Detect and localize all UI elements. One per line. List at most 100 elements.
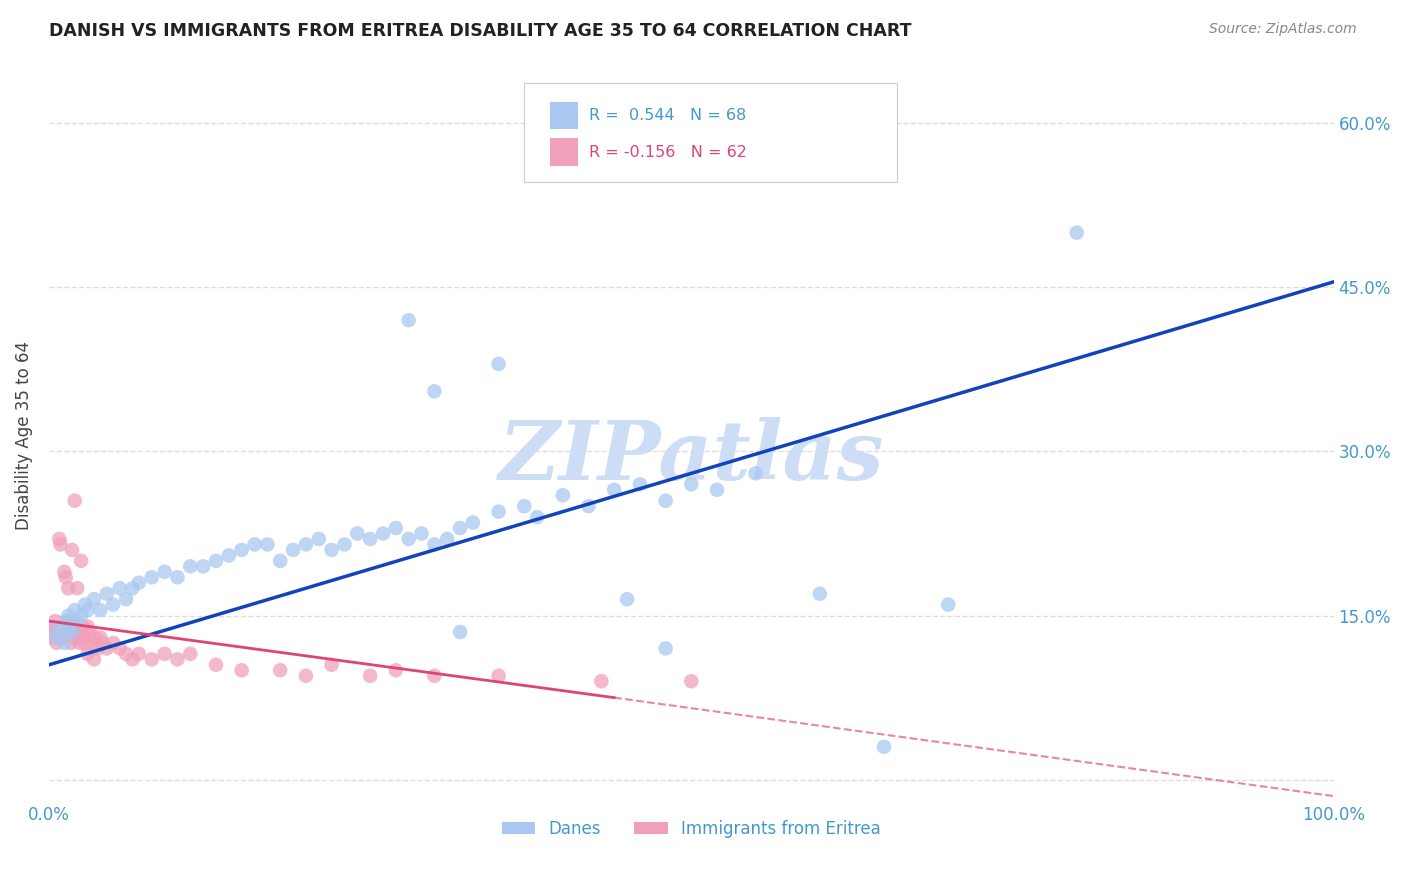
Legend: Danes, Immigrants from Eritrea: Danes, Immigrants from Eritrea xyxy=(495,814,887,845)
Point xyxy=(103,598,125,612)
Point xyxy=(385,663,408,677)
Point xyxy=(346,526,368,541)
Point xyxy=(89,603,111,617)
Point xyxy=(96,587,118,601)
Point xyxy=(603,483,626,497)
Point xyxy=(76,647,98,661)
Point xyxy=(166,652,188,666)
Point xyxy=(56,614,79,628)
Point xyxy=(87,641,110,656)
Point xyxy=(256,537,278,551)
Text: Source: ZipAtlas.com: Source: ZipAtlas.com xyxy=(1209,22,1357,37)
Point xyxy=(115,647,138,661)
Point xyxy=(488,669,510,683)
Point xyxy=(70,554,93,568)
Point xyxy=(91,636,114,650)
Point xyxy=(115,592,138,607)
Point xyxy=(76,619,98,633)
Point xyxy=(423,669,446,683)
Point xyxy=(70,608,93,623)
Point xyxy=(48,532,70,546)
Point xyxy=(321,657,343,672)
Point xyxy=(449,625,471,640)
Point xyxy=(333,537,356,551)
Point xyxy=(179,559,201,574)
Point xyxy=(63,603,86,617)
Point xyxy=(873,739,896,754)
Point xyxy=(69,636,91,650)
Point xyxy=(191,559,214,574)
Point xyxy=(89,631,111,645)
Point xyxy=(295,537,318,551)
Point xyxy=(205,657,228,672)
Point xyxy=(526,510,548,524)
Point xyxy=(44,631,66,645)
Bar xyxy=(550,102,578,129)
Point xyxy=(56,614,79,628)
Point xyxy=(243,537,266,551)
Point xyxy=(73,636,96,650)
Point xyxy=(513,499,536,513)
Point xyxy=(82,636,104,650)
Point xyxy=(423,384,446,399)
Point xyxy=(55,570,77,584)
Point xyxy=(218,549,240,563)
Point xyxy=(58,625,80,640)
Point xyxy=(488,357,510,371)
Point xyxy=(42,619,65,633)
Point xyxy=(58,619,80,633)
Text: ZIPatlas: ZIPatlas xyxy=(499,417,884,497)
Point xyxy=(411,526,433,541)
Point xyxy=(231,663,253,677)
Point xyxy=(436,532,458,546)
Point xyxy=(179,647,201,661)
Point xyxy=(269,554,291,568)
Text: R =  0.544   N = 68: R = 0.544 N = 68 xyxy=(589,108,745,123)
Point xyxy=(79,625,101,640)
Point xyxy=(108,581,131,595)
Point xyxy=(321,543,343,558)
Point xyxy=(66,614,89,628)
Point xyxy=(744,467,766,481)
Point xyxy=(578,499,600,513)
Point xyxy=(73,631,96,645)
Point xyxy=(103,636,125,650)
Text: R = -0.156   N = 62: R = -0.156 N = 62 xyxy=(589,145,747,160)
Point xyxy=(53,565,76,579)
Point xyxy=(205,554,228,568)
Point xyxy=(153,647,176,661)
Point xyxy=(423,537,446,551)
Point xyxy=(60,625,83,640)
Point xyxy=(385,521,408,535)
Point xyxy=(269,663,291,677)
Point xyxy=(62,631,84,645)
Point xyxy=(51,631,73,645)
Point xyxy=(48,619,70,633)
Point xyxy=(84,631,107,645)
Point xyxy=(398,532,420,546)
Point xyxy=(53,636,76,650)
Point xyxy=(108,641,131,656)
Point xyxy=(83,592,105,607)
Point xyxy=(96,641,118,656)
Point xyxy=(681,674,703,689)
Point xyxy=(42,625,65,640)
Point xyxy=(141,652,163,666)
Point xyxy=(128,575,150,590)
Point xyxy=(66,619,89,633)
Y-axis label: Disability Age 35 to 64: Disability Age 35 to 64 xyxy=(15,341,32,530)
Point xyxy=(936,598,959,612)
Point xyxy=(681,477,703,491)
Point xyxy=(449,521,471,535)
Point xyxy=(58,619,80,633)
Point xyxy=(371,526,394,541)
Point xyxy=(52,619,75,633)
Point xyxy=(359,669,381,683)
Text: DANISH VS IMMIGRANTS FROM ERITREA DISABILITY AGE 35 TO 64 CORRELATION CHART: DANISH VS IMMIGRANTS FROM ERITREA DISABI… xyxy=(49,22,911,40)
Point xyxy=(63,614,86,628)
Point xyxy=(45,636,67,650)
Point xyxy=(67,631,90,645)
Point xyxy=(295,669,318,683)
Point xyxy=(66,581,89,595)
Point xyxy=(461,516,484,530)
